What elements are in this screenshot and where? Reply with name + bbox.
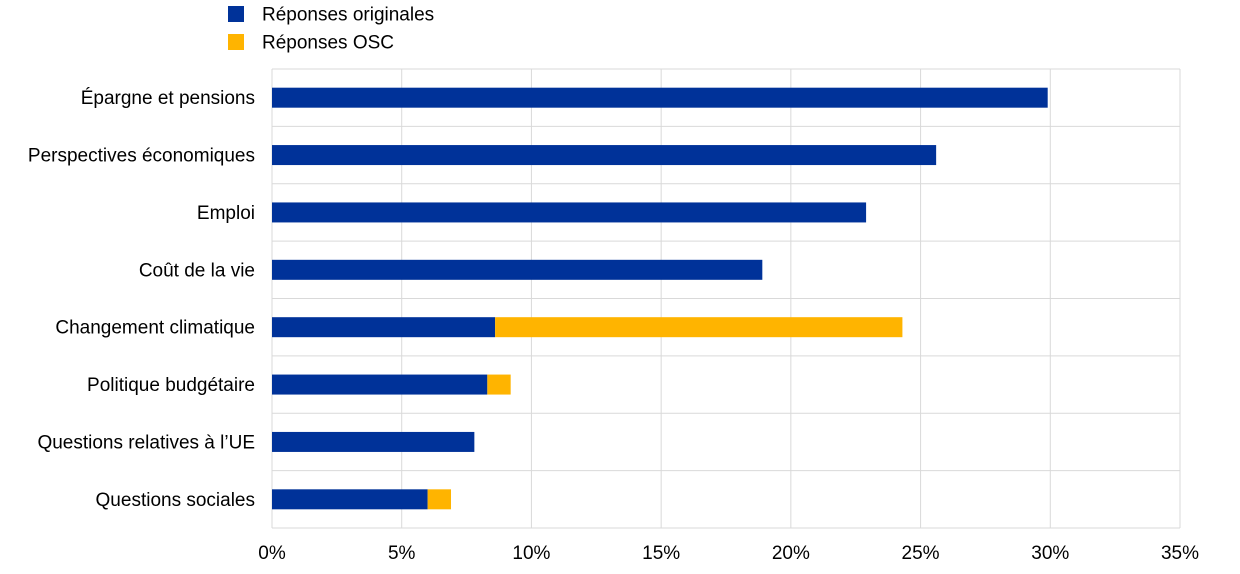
x-tick-label: 0% [258,543,286,564]
legend-swatch [228,34,244,50]
x-tick-label: 25% [902,543,940,564]
legend: Réponses originales Réponses OSC [228,5,434,54]
category-label: Questions sociales [96,490,255,511]
bar-reponses-osc [495,317,903,338]
bar-reponses-originales [272,87,1048,108]
bar-reponses-originales [272,374,488,395]
x-tick-label: 20% [772,543,810,564]
x-tick-label: 35% [1161,543,1199,564]
category-label: Questions relatives à l’UE [37,432,255,453]
legend-label: Réponses OSC [262,33,394,54]
bar-reponses-osc [487,374,511,395]
x-tick-label: 5% [388,543,416,564]
legend-swatch [228,6,244,22]
x-tick-label: 15% [642,543,680,564]
category-label: Coût de la vie [139,260,255,281]
bars [272,87,1048,510]
category-label: Politique budgétaire [87,375,255,396]
bar-reponses-originales [272,317,496,338]
x-tick-label: 10% [512,543,550,564]
bar-reponses-originales [272,259,763,280]
gridlines [271,68,1181,529]
x-axis-tick-labels: 0% 5% 10% 15% 20% 25% 30% 35% [258,543,1199,564]
legend-label: Réponses originales [262,5,434,26]
bar-reponses-originales [272,489,428,510]
bar-reponses-originales [272,431,475,452]
category-label: Épargne et pensions [81,88,255,109]
x-tick-label: 30% [1031,543,1069,564]
bar-reponses-originales [272,202,867,223]
bar-reponses-osc [427,489,452,510]
category-label: Perspectives économiques [28,146,255,167]
category-label: Changement climatique [55,318,255,339]
bar-reponses-originales [272,145,937,166]
category-label: Emploi [197,203,255,224]
category-labels: Épargne et pensions Perspectives économiq… [28,88,255,511]
